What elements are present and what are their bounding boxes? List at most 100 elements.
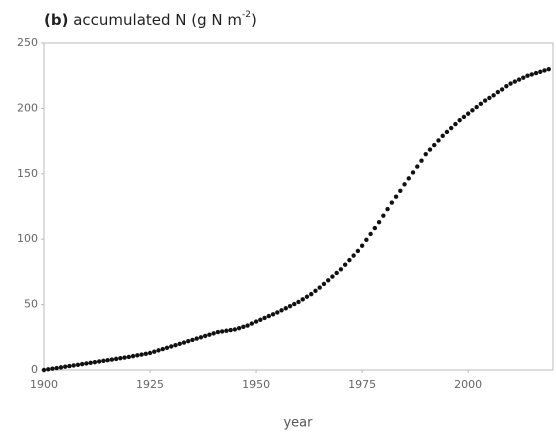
point xyxy=(521,75,526,80)
point xyxy=(499,87,505,92)
point xyxy=(495,89,501,95)
point xyxy=(63,364,68,369)
point xyxy=(164,345,170,350)
point xyxy=(482,98,488,103)
point xyxy=(300,297,305,302)
title-text: accumulated N (g N m xyxy=(73,11,242,29)
point xyxy=(529,72,534,77)
point xyxy=(440,133,445,139)
point xyxy=(143,351,148,356)
point xyxy=(313,288,318,294)
point xyxy=(542,68,547,73)
point xyxy=(113,356,119,362)
point xyxy=(533,70,539,76)
y-tick-label: 150 xyxy=(17,167,38,180)
point xyxy=(325,278,331,283)
point xyxy=(449,125,454,131)
point xyxy=(474,104,479,110)
point xyxy=(385,206,390,212)
x-tick-label: 1950 xyxy=(242,378,270,391)
point xyxy=(457,117,462,123)
point xyxy=(538,69,543,74)
point xyxy=(249,321,255,326)
point xyxy=(402,182,407,187)
point xyxy=(317,285,322,290)
point xyxy=(427,147,433,152)
point xyxy=(342,262,348,267)
point xyxy=(130,353,136,359)
point xyxy=(487,95,492,101)
point xyxy=(368,231,373,237)
point xyxy=(101,358,106,364)
point xyxy=(398,188,403,194)
point xyxy=(304,294,310,299)
point xyxy=(330,274,335,279)
point xyxy=(504,83,509,89)
point xyxy=(275,310,280,315)
point xyxy=(152,349,157,354)
x-tick-label: 1900 xyxy=(30,378,58,391)
point xyxy=(338,267,344,272)
point xyxy=(279,308,284,313)
point xyxy=(84,361,89,366)
point xyxy=(173,342,178,348)
point xyxy=(465,111,471,116)
y-tick-label: 0 xyxy=(31,363,38,376)
point xyxy=(186,339,191,344)
point xyxy=(389,200,395,205)
point xyxy=(478,101,484,107)
point xyxy=(432,142,437,148)
point xyxy=(88,360,93,366)
point xyxy=(359,243,365,248)
point xyxy=(525,73,530,78)
y-tick-label: 200 xyxy=(17,101,38,114)
point xyxy=(491,93,496,98)
point xyxy=(236,325,242,331)
point xyxy=(512,79,518,84)
point xyxy=(79,361,85,367)
point xyxy=(419,158,424,163)
y-tick-label: 100 xyxy=(17,232,38,245)
point xyxy=(211,331,216,336)
point xyxy=(92,359,98,365)
point xyxy=(321,281,327,287)
point xyxy=(262,315,267,321)
point xyxy=(75,362,81,367)
point xyxy=(232,327,238,332)
point xyxy=(334,270,339,276)
point xyxy=(228,327,233,333)
point xyxy=(436,138,441,143)
point xyxy=(415,164,420,169)
point xyxy=(122,355,127,360)
point xyxy=(241,324,246,330)
point xyxy=(372,225,378,231)
point xyxy=(198,335,204,340)
point xyxy=(202,333,208,339)
x-axis-label: year xyxy=(283,416,313,431)
title-superscript: -2 xyxy=(242,10,251,20)
point xyxy=(296,299,301,305)
point xyxy=(287,303,293,309)
point xyxy=(347,257,352,263)
point xyxy=(381,213,386,218)
point xyxy=(224,328,229,333)
x-tick-label: 1975 xyxy=(348,378,376,391)
point xyxy=(41,367,47,373)
point xyxy=(177,341,182,347)
x-tick-label: 2000 xyxy=(454,378,482,391)
x-tick-label: 1925 xyxy=(136,378,164,391)
point xyxy=(46,367,51,372)
point xyxy=(309,291,314,297)
point xyxy=(406,176,411,181)
point xyxy=(190,337,195,343)
point xyxy=(118,356,123,361)
point xyxy=(126,354,132,360)
point xyxy=(105,357,110,363)
point xyxy=(355,248,361,254)
point xyxy=(207,332,212,337)
point xyxy=(508,81,513,86)
point xyxy=(351,253,356,258)
point xyxy=(147,350,153,356)
point xyxy=(135,353,140,358)
